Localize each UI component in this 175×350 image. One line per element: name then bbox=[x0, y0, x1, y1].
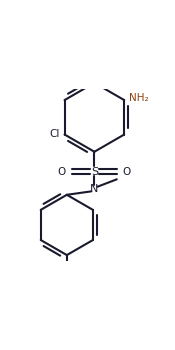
Text: NH₂: NH₂ bbox=[129, 93, 149, 103]
Text: Cl: Cl bbox=[49, 129, 59, 139]
Text: N: N bbox=[90, 184, 99, 194]
Text: O: O bbox=[58, 167, 66, 176]
Text: S: S bbox=[91, 167, 98, 176]
Text: O: O bbox=[123, 167, 131, 176]
